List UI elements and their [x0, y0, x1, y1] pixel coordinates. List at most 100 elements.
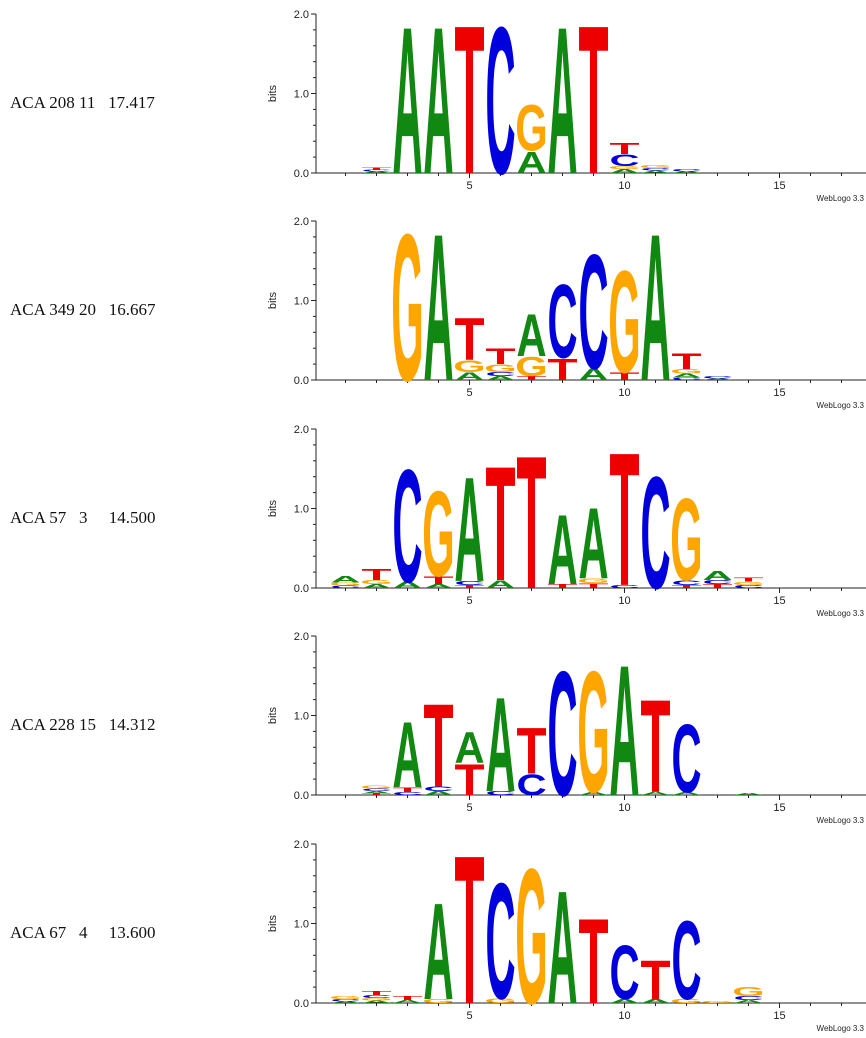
weblogo-footer: WebLogo 3.3 [817, 609, 865, 618]
motif-label: ACA 67 4 13.600 [10, 830, 270, 1036]
logo-letter-A: A [640, 207, 670, 413]
y-tick-label: 1.0 [294, 711, 309, 723]
logo-letter-C: C [392, 435, 422, 616]
y-tick-label: 1.0 [294, 296, 309, 308]
x-tick-label: 15 [773, 595, 785, 607]
logo-letter-T: T [423, 679, 453, 812]
y-tick-label: 1.0 [294, 919, 309, 931]
y-axis-label: bits [267, 499, 279, 517]
y-axis-label: bits [267, 706, 279, 724]
logo-letter-C: C [671, 897, 701, 1023]
logo-letter-A: A [392, 0, 422, 206]
logo-letter-G: G [515, 830, 547, 1036]
logo-letter-A: A [547, 0, 577, 206]
logo-letter-A: A [547, 856, 577, 1036]
motif-row-2: ACA 349 20 16.667 0.0 1.0 2.0 bits 5 10 15 WebL… [0, 207, 866, 413]
logo-letter-T: T [361, 566, 391, 583]
logo-letter-A: A [423, 0, 453, 206]
logo-letter-C: C [547, 635, 577, 828]
logo-letter-C: C [609, 931, 639, 1017]
logo-letter-A: A [454, 724, 484, 773]
logo-letter-A: A [330, 575, 360, 585]
logo-letter-A: A [392, 703, 422, 808]
logo-letter-C: C [702, 375, 732, 379]
logo-letter-C: C [485, 0, 515, 206]
logo-letter-A: A [733, 793, 763, 795]
logo-letter-G: G [360, 785, 392, 790]
x-tick-label: 15 [773, 387, 785, 399]
logo-letter-A: A [423, 207, 453, 413]
y-tick-label: 1.0 [294, 89, 309, 101]
logo-letter-T: T [671, 349, 701, 374]
logo-letter-T: T [640, 674, 670, 821]
logo-letter-A: A [485, 671, 515, 821]
y-tick-label: 2.0 [294, 839, 309, 851]
logo-letter-G: G [391, 207, 423, 413]
logo-letter-A: A [578, 488, 608, 601]
logo-letters: TACGCTA ACT TACA CT C AG A AT AC A [360, 627, 763, 828]
y-tick-label: 0.0 [294, 583, 309, 595]
y-axis-label: bits [267, 84, 279, 102]
logo-letter-T: T [516, 417, 546, 621]
y-tick-label: 0.0 [294, 375, 309, 387]
y-tick-label: 2.0 [294, 216, 309, 228]
weblogo-footer: WebLogo 3.3 [817, 401, 865, 410]
logo-letter-T: T [392, 995, 422, 1001]
logo-letter-T: T [578, 0, 608, 206]
logo-letter-T: T [609, 140, 639, 157]
motif-label: ACA 208 11 17.417 [10, 0, 270, 206]
logo-letter-A: A [702, 568, 732, 583]
sequence-logo: 0.01.02.0bits5 10 15WebLogo 3.3G A AGTACGTTG… [260, 207, 866, 413]
logo-letter-G: G [577, 635, 609, 828]
logo-letter-T: T [454, 305, 484, 373]
y-axis-label: bits [267, 291, 279, 309]
logo-letter-C: C [671, 703, 701, 812]
y-tick-label: 0.0 [294, 790, 309, 802]
x-tick-label: 10 [618, 180, 630, 192]
x-tick-label: 15 [773, 1010, 785, 1022]
logo-letter-T: T [454, 0, 484, 206]
y-tick-label: 2.0 [294, 631, 309, 643]
logo-letter-G: G [608, 240, 640, 403]
y-tick-label: 2.0 [294, 424, 309, 436]
sequence-logo: 0.01.02.0bits5 10 15WebLogo 3.3CGAAGTAC ATG… [260, 415, 866, 621]
logo-letter-A: A [423, 874, 453, 1028]
logo-letter-G: G [701, 1001, 733, 1003]
logo-letter-C: C [578, 221, 608, 403]
weblogo-footer: WebLogo 3.3 [817, 816, 865, 825]
logo-letter-C: C [547, 263, 577, 380]
logo-letter-C: C [671, 168, 701, 172]
motif-label: ACA 228 15 14.312 [10, 622, 270, 828]
logo-letter-C: C [640, 443, 670, 621]
y-tick-label: 2.0 [294, 9, 309, 21]
logo-letter-G: G [422, 468, 454, 603]
x-tick-label: 5 [466, 387, 472, 399]
x-tick-label: 15 [773, 180, 785, 192]
y-tick-label: 0.0 [294, 168, 309, 180]
weblogo-footer: WebLogo 3.3 [817, 194, 865, 203]
weblogo-footer: WebLogo 3.3 [817, 1024, 865, 1033]
logo-letter-G: G [329, 995, 361, 1000]
x-tick-label: 15 [773, 802, 785, 814]
logo-letter-A: A [547, 495, 577, 606]
motif-row-1: ACA 208 11 17.417 0.0 1.0 2.0 bits 5 10 15 WebL… [0, 0, 866, 206]
logo-letter-A: A [516, 303, 546, 371]
logo-letter-T: T [485, 344, 515, 369]
logo-letter-T: T [361, 990, 391, 996]
y-tick-label: 1.0 [294, 504, 309, 516]
motif-label: ACA 57 3 14.500 [10, 415, 270, 621]
motif-label: ACA 349 20 16.667 [10, 207, 270, 413]
logo-letter-G: G [639, 164, 671, 169]
logo-letter-G: G [732, 984, 764, 999]
motif-row-5: ACA 67 4 13.600 0.0 1.0 2.0 bits 5 10 15 WebLog… [0, 830, 866, 1036]
motif-row-4: ACA 228 15 14.312 0.0 1.0 2.0 bits 5 10 15 WebL… [0, 622, 866, 828]
logo-letter-G: G [515, 91, 547, 165]
y-tick-label: 0.0 [294, 998, 309, 1010]
logo-letter-A: A [609, 627, 639, 828]
sequence-logo: 0.01.02.0bits5 10 15WebLogo 3.3TACGCTA ACT T… [260, 622, 866, 828]
sequence-logo: 0.01.02.0bits5 10 15WebLogo 3.3ACT A A T C AG A T… [260, 0, 866, 206]
logo-letter-T: T [516, 714, 546, 788]
